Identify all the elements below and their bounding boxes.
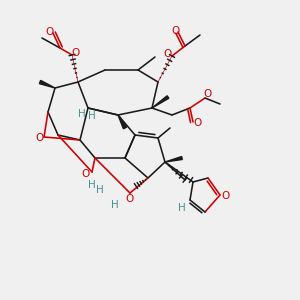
Text: O: O — [72, 48, 80, 58]
Text: H: H — [88, 180, 96, 190]
Text: H: H — [96, 185, 104, 195]
Text: H: H — [88, 111, 96, 121]
Text: O: O — [204, 89, 212, 99]
Text: O: O — [194, 118, 202, 128]
Text: H: H — [178, 203, 186, 213]
Text: H: H — [78, 109, 86, 119]
Text: O: O — [221, 191, 229, 201]
Text: O: O — [171, 26, 179, 36]
Text: O: O — [36, 133, 44, 143]
Text: O: O — [164, 49, 172, 59]
Polygon shape — [152, 96, 169, 108]
Polygon shape — [118, 115, 127, 129]
Text: O: O — [46, 27, 54, 37]
Polygon shape — [165, 157, 182, 162]
Polygon shape — [39, 80, 55, 88]
Text: O: O — [82, 169, 90, 179]
Text: O: O — [125, 194, 133, 204]
Text: H: H — [111, 200, 119, 210]
